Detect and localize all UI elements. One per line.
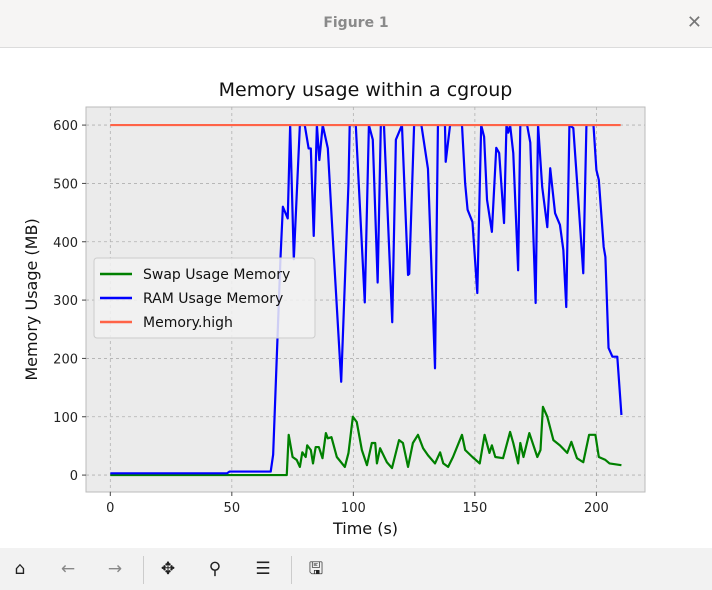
x-axis-label: Time (s) (332, 519, 398, 538)
close-icon[interactable]: ✕ (686, 12, 702, 33)
legend (93, 257, 316, 339)
legend-label: RAM Usage Memory (143, 291, 283, 307)
x-tick-label: 0 (106, 501, 114, 516)
pan-move-icon[interactable]: ✥ (160, 559, 176, 579)
toolbar-separator (143, 556, 144, 584)
forward-arrow-icon[interactable]: → (107, 559, 123, 579)
x-tick-label: 50 (224, 501, 241, 516)
y-axis-label: Memory Usage (MB) (22, 218, 41, 380)
x-tick-label: 100 (341, 501, 366, 516)
y-tick-label: 600 (53, 119, 78, 134)
window-titlebar: Figure 1 ✕ (0, 0, 712, 48)
zoom-magnifier-icon[interactable]: ⚲ (208, 559, 222, 579)
x-tick-label: 150 (462, 501, 487, 516)
series-line-swap-usage-memory (110, 405, 622, 477)
y-tick-label: 100 (53, 411, 78, 426)
toolbar-separator (291, 556, 292, 584)
x-tick-label: 200 (584, 501, 609, 516)
home-icon[interactable]: ⌂ (14, 559, 26, 579)
back-arrow-icon[interactable]: ← (60, 559, 76, 579)
configure-subplots-icon[interactable]: ☰ (255, 559, 271, 579)
y-tick-label: 0 (70, 469, 78, 484)
window-title: Figure 1 (323, 15, 389, 31)
legend-label: Memory.high (143, 315, 233, 331)
y-tick-label: 500 (53, 177, 78, 192)
chart-title: Memory usage within a cgroup (219, 79, 513, 101)
legend-label: Swap Usage Memory (143, 267, 290, 283)
y-tick-label: 200 (53, 352, 78, 367)
y-tick-label: 300 (53, 294, 78, 309)
toolbar: ⌂ ← → ✥ ⚲ ☰ 🖫 (0, 548, 712, 590)
chart: 0 50 100 150 200 0 100 200 300 400 500 600 Memory us… (22, 79, 646, 538)
y-tick-label: 400 (53, 236, 78, 251)
save-floppy-icon[interactable]: 🖫 (308, 559, 324, 579)
